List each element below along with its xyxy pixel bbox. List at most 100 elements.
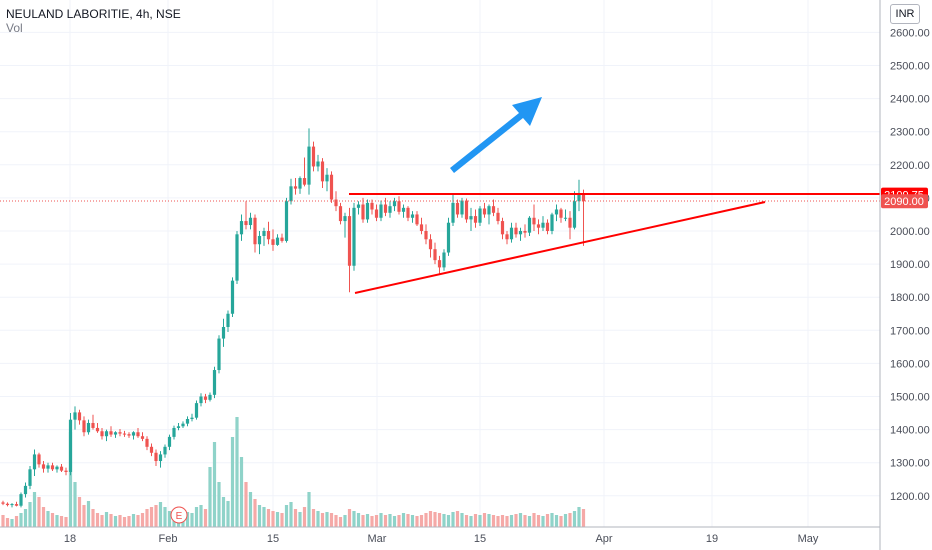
volume-bar xyxy=(100,515,104,527)
volume-bar xyxy=(167,511,172,527)
candle xyxy=(266,221,271,245)
volume-bar xyxy=(221,497,226,527)
candle-body xyxy=(545,222,550,231)
candle-body xyxy=(311,146,316,167)
volume-bar xyxy=(487,514,491,527)
y-tick-label: 1500.00 xyxy=(890,392,930,404)
candle xyxy=(392,197,397,212)
candle xyxy=(527,216,532,236)
volume-bar xyxy=(446,515,451,527)
candle xyxy=(176,422,181,431)
y-tick-label: 1200.00 xyxy=(890,491,930,503)
candle xyxy=(140,432,145,442)
candle-body xyxy=(482,208,487,215)
candle xyxy=(199,393,203,407)
volume-bar xyxy=(203,509,208,527)
candle xyxy=(307,128,311,195)
candle-body xyxy=(253,217,257,245)
earnings-marker[interactable]: E xyxy=(170,506,188,524)
symbol-title: NEULAND LABORITIE, 4h, NSE xyxy=(6,7,181,21)
volume-bar xyxy=(514,514,518,527)
candle xyxy=(55,465,59,473)
candle-body xyxy=(316,161,320,167)
candle xyxy=(122,430,127,437)
candle xyxy=(361,197,365,223)
candle-body xyxy=(41,464,46,469)
time-axis[interactable]: 18 Feb 15 Mar 15 Apr 19 May xyxy=(64,533,819,545)
candle-body xyxy=(406,207,410,218)
candle-body xyxy=(388,206,392,213)
candle xyxy=(262,227,266,246)
candle-body xyxy=(469,216,473,220)
candle xyxy=(316,154,320,172)
volume-bar xyxy=(388,514,392,527)
volume-bar xyxy=(140,513,145,527)
candle xyxy=(482,202,487,218)
candle xyxy=(473,209,478,228)
up-arrow-icon[interactable] xyxy=(450,97,542,173)
candle-body xyxy=(127,434,131,436)
candle xyxy=(37,452,41,468)
y-tick-label: 2300.00 xyxy=(890,127,930,139)
candle-body xyxy=(572,201,577,228)
candle-body xyxy=(181,423,185,427)
volume-bar xyxy=(289,502,293,527)
volume-bar xyxy=(532,513,536,527)
candle-body xyxy=(356,204,361,208)
volume-bar xyxy=(10,519,14,527)
candle xyxy=(1,500,5,506)
candle xyxy=(401,204,406,218)
candle-body xyxy=(329,174,334,200)
candle-body xyxy=(95,427,100,432)
candle xyxy=(118,428,122,437)
candle xyxy=(19,492,23,508)
volume-bar xyxy=(509,515,514,527)
candle-body xyxy=(59,466,64,471)
volume-bar xyxy=(14,516,19,527)
candle-body xyxy=(172,427,176,437)
candle xyxy=(226,310,230,332)
candle-body xyxy=(491,206,496,213)
candle-body xyxy=(77,412,82,421)
candle xyxy=(289,178,293,205)
volume-bar xyxy=(554,515,559,527)
volume-bar xyxy=(559,516,563,527)
rising-support-line[interactable] xyxy=(354,201,766,294)
y-tick-label: 1700.00 xyxy=(890,325,930,337)
price-axis[interactable]: 1200.00 1300.00 1400.00 1500.00 1600.00 1700.… xyxy=(890,27,930,502)
volume-bar xyxy=(320,513,325,527)
candle-body xyxy=(217,338,221,371)
candle xyxy=(437,255,442,275)
candle xyxy=(388,201,392,218)
candle-body xyxy=(10,504,14,506)
candle-body xyxy=(203,396,208,400)
candle-body xyxy=(280,237,284,241)
candle-body xyxy=(32,454,37,470)
candle xyxy=(190,413,194,422)
volume-bar xyxy=(185,512,190,527)
candle-body xyxy=(163,446,167,455)
candle-body xyxy=(289,186,293,202)
candle-body xyxy=(91,422,95,428)
candle-body xyxy=(212,370,217,395)
candle xyxy=(550,212,554,235)
candle xyxy=(572,191,577,230)
volume-bar xyxy=(190,513,194,527)
currency-button[interactable]: INR xyxy=(890,4,920,24)
candle xyxy=(275,234,280,246)
candle xyxy=(320,158,325,188)
earnings-marker-label: E xyxy=(176,511,183,522)
volume-bar xyxy=(577,507,581,527)
candle xyxy=(581,189,586,246)
candle xyxy=(257,231,262,255)
volume-bar xyxy=(37,497,41,527)
volume-bar xyxy=(23,509,28,527)
candle xyxy=(113,431,118,438)
volume-bar xyxy=(424,513,428,527)
axis-frame xyxy=(0,0,881,550)
volume-bar xyxy=(334,515,338,527)
candle xyxy=(338,202,343,225)
y-tick-label: 1800.00 xyxy=(890,292,930,304)
candle xyxy=(221,318,226,347)
